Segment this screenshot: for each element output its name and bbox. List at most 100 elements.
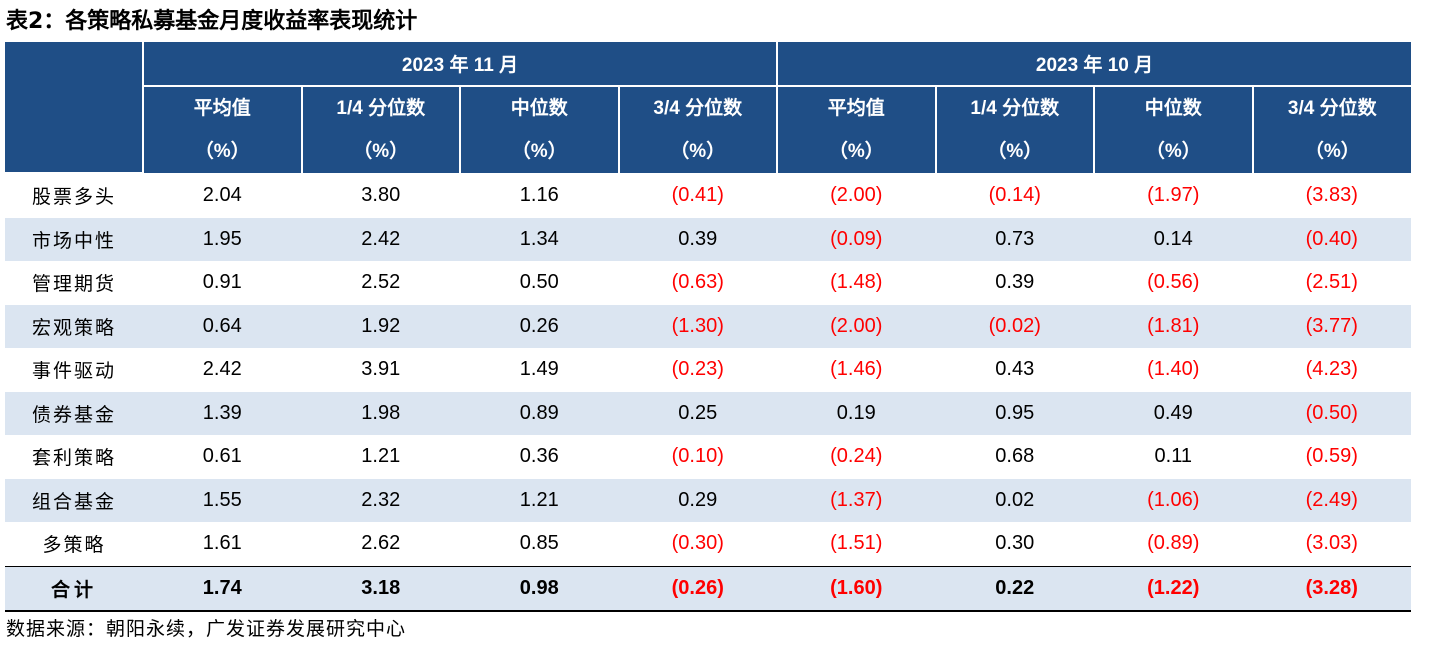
value-cell: (3.77) xyxy=(1252,304,1412,348)
table-title: 表2：各策略私募基金月度收益率表现统计 xyxy=(6,9,418,34)
value-cell: (0.50) xyxy=(1252,391,1412,435)
returns-table: 2023 年 11 月 2023 年 10 月 平均值 （%） 1/4 分位数 （%）… xyxy=(5,42,1412,612)
value-cell: (1.30) xyxy=(618,304,778,348)
value-cell: (0.40) xyxy=(1252,217,1412,261)
row-label: 宏观策略 xyxy=(5,304,143,348)
row-label: 组合基金 xyxy=(5,478,143,522)
value-cell: 0.30 xyxy=(995,532,1035,555)
table-row: 组合基金 1.55 2.32 1.21 0.29 (1.37) 0.02 (1.06) (2.4… xyxy=(5,478,1412,522)
value-cell: 0.68 xyxy=(995,445,1035,468)
column-header-label: 中位数 xyxy=(1144,98,1202,119)
row-label: 债券基金 xyxy=(5,391,143,435)
column-header-label: 中位数 xyxy=(510,98,568,119)
value-cell: (0.26) xyxy=(618,565,778,612)
table-header: 2023 年 11 月 2023 年 10 月 平均值 （%） 1/4 分位数 （%）… xyxy=(5,42,1412,174)
value-cell: 2.42 xyxy=(301,217,460,261)
value-cell: 0.49 xyxy=(1094,391,1253,435)
value-cell: (0.30) xyxy=(671,532,724,555)
value-cell: 0.43 xyxy=(995,358,1035,381)
value-cell: 1.92 xyxy=(301,304,460,348)
corner-cell xyxy=(5,42,144,174)
table-row: 宏观策略 0.64 1.92 0.26 (1.30) (2.00) (0.02) (1.81)… xyxy=(5,304,1412,348)
value-cell: (0.14) xyxy=(988,183,1041,206)
value-cell: (0.56) xyxy=(1147,271,1200,294)
value-cell: 2.62 xyxy=(361,532,401,555)
value-cell: (0.24) xyxy=(830,445,883,468)
value-cell: 1.55 xyxy=(143,478,302,522)
row-label: 合计 xyxy=(5,565,143,612)
column-header-label: 平均值 xyxy=(827,98,885,119)
source-note: 数据来源：朝阳永续，广发证券发展研究中心 xyxy=(6,618,407,640)
value-cell: (1.40) xyxy=(1147,358,1200,381)
value-cell: 2.42 xyxy=(202,358,242,381)
value-cell: 1.98 xyxy=(301,391,460,435)
value-cell: (0.10) xyxy=(671,445,724,468)
total-row: 合计 1.74 3.18 0.98 (0.26) (1.60) 0.22 (1.22) (3.2… xyxy=(5,565,1412,612)
value-cell: 1.74 xyxy=(143,565,302,612)
column-header-label: 3/4 分位数 xyxy=(653,98,743,119)
row-label: 套利策略 xyxy=(31,447,116,470)
row-label: 多策略 xyxy=(42,534,106,557)
value-cell: (2.00) xyxy=(830,183,883,206)
group-header-nov: 2023 年 11 月 xyxy=(143,42,778,87)
value-cell: 0.02 xyxy=(935,478,1095,522)
row-label: 管理期货 xyxy=(31,273,116,296)
value-cell: 0.36 xyxy=(519,445,559,468)
value-cell: 1.61 xyxy=(202,532,242,555)
column-header-unit: （%） xyxy=(1304,141,1360,162)
column-header: 平均值 （%） xyxy=(776,86,936,173)
column-header-unit: （%） xyxy=(353,141,409,162)
value-cell: 0.91 xyxy=(202,271,242,294)
value-cell: 0.14 xyxy=(1094,217,1253,261)
value-cell: (1.60) xyxy=(777,565,936,612)
value-cell: 0.11 xyxy=(1154,445,1192,468)
value-cell: 0.98 xyxy=(460,565,619,612)
value-cell: 0.85 xyxy=(519,532,559,555)
value-cell: (0.59) xyxy=(1305,445,1358,468)
value-cell: (0.09) xyxy=(777,217,936,261)
table-row: 市场中性 1.95 2.42 1.34 0.39 (0.09) 0.73 0.14 (0.40) xyxy=(5,217,1412,261)
column-header-label: 平均值 xyxy=(193,98,251,119)
value-cell: 3.91 xyxy=(361,358,401,381)
value-cell: (0.41) xyxy=(671,183,724,206)
table-row: 管理期货 0.91 2.52 0.50 (0.63) (1.48) 0.39 (0.56) (2… xyxy=(5,261,1411,305)
column-header-label: 1/4 分位数 xyxy=(336,98,426,119)
value-cell: (0.02) xyxy=(935,304,1095,348)
table-row: 股票多头 2.04 3.80 1.16 (0.41) (2.00) (0.14) (1.97)… xyxy=(5,173,1411,218)
value-cell: 0.39 xyxy=(995,271,1035,294)
value-cell: 0.19 xyxy=(777,391,936,435)
value-cell: 1.21 xyxy=(361,445,401,468)
value-cell: 2.04 xyxy=(202,183,242,206)
value-cell: 0.50 xyxy=(519,271,559,294)
row-label: 事件驱动 xyxy=(31,360,116,383)
value-cell: 1.16 xyxy=(519,183,559,206)
value-cell: 0.39 xyxy=(618,217,778,261)
table-row: 多策略 1.61 2.62 0.85 (0.30) (1.51) 0.30 (0.89) (3.… xyxy=(5,522,1411,566)
column-header-unit: （%） xyxy=(1145,141,1201,162)
column-header: 3/4 分位数 （%） xyxy=(1251,86,1412,173)
column-header-unit: （%） xyxy=(828,141,884,162)
value-cell: 1.34 xyxy=(460,217,619,261)
value-cell: 1.49 xyxy=(519,358,559,381)
value-cell: 0.22 xyxy=(935,565,1095,612)
value-cell: 1.95 xyxy=(143,217,302,261)
value-cell: (3.28) xyxy=(1252,565,1412,612)
value-cell: 0.64 xyxy=(143,304,302,348)
value-cell: (3.03) xyxy=(1305,532,1358,555)
value-cell: (4.23) xyxy=(1305,358,1358,381)
value-cell: 0.25 xyxy=(618,391,778,435)
column-header-unit: （%） xyxy=(194,141,250,162)
value-cell: 1.21 xyxy=(460,478,619,522)
value-cell: (2.51) xyxy=(1305,271,1358,294)
value-cell: (1.81) xyxy=(1094,304,1253,348)
column-header-label: 3/4 分位数 xyxy=(1287,98,1377,119)
column-header: 1/4 分位数 （%） xyxy=(934,86,1095,173)
value-cell: (1.22) xyxy=(1094,565,1253,612)
table-body: 股票多头 2.04 3.80 1.16 (0.41) (2.00) (0.14) (1.97)… xyxy=(5,173,1412,612)
column-header-unit: （%） xyxy=(511,141,567,162)
column-header: 中位数 （%） xyxy=(1093,86,1253,173)
value-cell: 1.39 xyxy=(143,391,302,435)
value-cell: (2.00) xyxy=(777,304,936,348)
column-header: 中位数 （%） xyxy=(459,86,619,173)
group-header-oct: 2023 年 10 月 xyxy=(776,42,1412,87)
